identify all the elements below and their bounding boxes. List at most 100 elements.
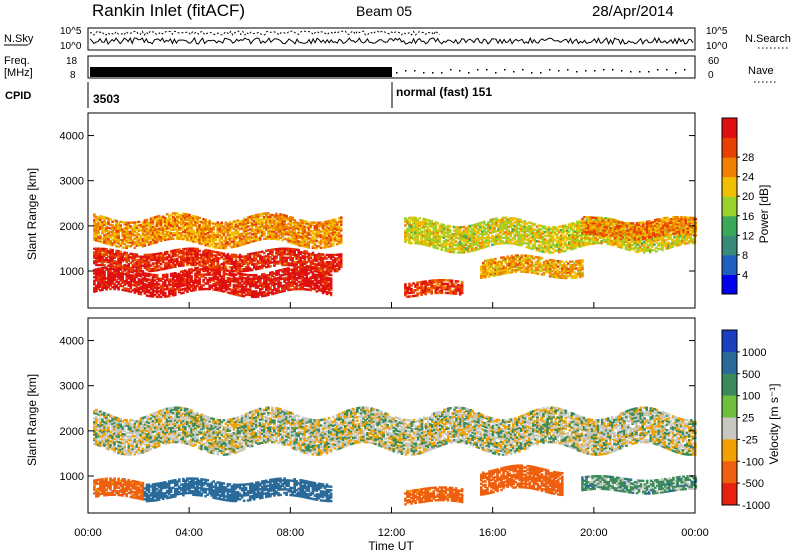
heatmap-cell xyxy=(139,275,143,278)
heatmap-cell xyxy=(293,288,296,291)
heatmap-cell xyxy=(125,221,128,224)
heatmap-cell xyxy=(151,275,155,278)
heatmap-cell xyxy=(200,275,203,278)
heatmap-cell xyxy=(188,288,191,291)
heatmap-cell xyxy=(285,269,288,272)
heatmap-cell xyxy=(222,279,226,282)
heatmap-cell xyxy=(295,273,298,276)
heatmap-cell xyxy=(153,282,157,286)
heatmap-cell xyxy=(271,272,274,276)
heatmap-cell xyxy=(279,253,282,256)
heatmap-cell xyxy=(301,268,305,271)
heatmap-cell xyxy=(271,250,274,253)
heatmap-cell xyxy=(99,272,102,276)
heatmap-cell xyxy=(327,253,331,257)
heatmap-cell xyxy=(210,259,213,262)
heatmap-cell xyxy=(234,284,238,287)
heatmap-cell xyxy=(309,267,313,270)
heatmap-cell xyxy=(149,268,153,271)
heatmap-cell xyxy=(325,291,329,294)
heatmap-cell xyxy=(117,268,120,271)
heatmap-cell xyxy=(220,275,224,278)
heatmap-cell xyxy=(293,260,296,264)
heatmap-cell xyxy=(157,231,161,234)
heatmap-cell xyxy=(99,224,102,227)
heatmap-cell xyxy=(101,285,104,288)
heatmap-cell xyxy=(216,264,220,267)
heatmap-cell xyxy=(194,237,197,240)
heatmap-cell xyxy=(165,263,169,266)
heatmap-cell xyxy=(204,266,207,269)
heatmap-cell xyxy=(182,269,185,273)
heatmap-cell xyxy=(196,270,199,273)
heatmap-cell xyxy=(254,281,258,284)
heatmap-cell xyxy=(339,260,343,263)
heatmap-cell xyxy=(178,252,181,255)
heatmap-cell xyxy=(157,293,161,297)
heatmap-cell xyxy=(327,264,331,267)
heatmap-cell xyxy=(155,221,159,224)
heatmap-cell xyxy=(265,288,268,292)
heatmap-cell xyxy=(279,283,282,286)
heatmap-cell xyxy=(105,242,108,245)
heatmap-cell xyxy=(151,286,155,289)
heatmap-cell xyxy=(101,260,104,263)
heatmap-cell xyxy=(93,238,96,242)
heatmap-cell xyxy=(222,261,226,264)
heatmap-cell xyxy=(186,290,189,293)
heatmap-cell xyxy=(147,273,151,276)
heatmap-cell xyxy=(111,226,114,229)
heatmap-cell xyxy=(236,293,240,297)
heatmap-cell xyxy=(178,235,181,238)
heatmap-cell xyxy=(151,238,155,241)
heatmap-cell xyxy=(141,270,145,273)
heatmap-cell xyxy=(246,269,250,272)
heatmap-cell xyxy=(226,226,230,230)
heatmap-cell xyxy=(267,282,270,286)
heatmap-cell xyxy=(117,266,120,269)
nave-dot xyxy=(477,69,479,71)
heatmap-cell xyxy=(315,256,319,259)
heatmap-cell xyxy=(143,277,147,281)
heatmap-cell xyxy=(180,223,183,226)
heatmap-cell xyxy=(139,261,143,264)
heatmap-cell xyxy=(301,282,305,285)
heatmap-cell xyxy=(222,243,226,246)
heatmap-cell xyxy=(299,282,302,285)
heatmap-cell xyxy=(232,266,236,269)
heatmap-cell xyxy=(263,294,266,297)
heatmap-cell xyxy=(319,253,323,256)
heatmap-cell xyxy=(95,231,98,235)
heatmap-cell xyxy=(133,273,137,276)
heatmap-cell xyxy=(190,260,193,263)
heatmap-cell xyxy=(224,245,228,248)
heatmap-cell xyxy=(428,228,431,231)
heatmap-cell xyxy=(212,226,215,229)
heatmap-cell xyxy=(287,278,290,281)
heatmap-cell xyxy=(254,251,258,255)
heatmap-cell xyxy=(143,230,147,233)
heatmap-cell xyxy=(143,221,147,224)
heatmap-cell xyxy=(267,249,270,252)
heatmap-cell xyxy=(101,288,104,292)
heatmap-cell xyxy=(244,255,248,258)
heatmap-cell xyxy=(204,263,207,266)
heatmap-cell xyxy=(250,277,254,280)
heatmap-cell xyxy=(250,263,254,266)
heatmap-cell xyxy=(240,260,244,264)
heatmap-cell xyxy=(289,281,292,284)
heatmap-cell xyxy=(167,223,171,226)
nave-dot xyxy=(630,71,632,73)
heatmap-cell xyxy=(267,288,270,291)
heatmap-cell xyxy=(147,294,151,298)
heatmap-cell xyxy=(127,277,131,280)
beam-label: Beam 05 xyxy=(356,3,412,19)
heatmap-cell xyxy=(327,277,331,280)
heatmap-cell xyxy=(283,251,286,254)
heatmap-cell xyxy=(267,277,270,280)
heatmap-cell xyxy=(291,268,294,271)
heatmap-cell xyxy=(263,260,266,264)
heatmap-cell xyxy=(194,235,197,238)
heatmap-cell xyxy=(230,233,234,236)
